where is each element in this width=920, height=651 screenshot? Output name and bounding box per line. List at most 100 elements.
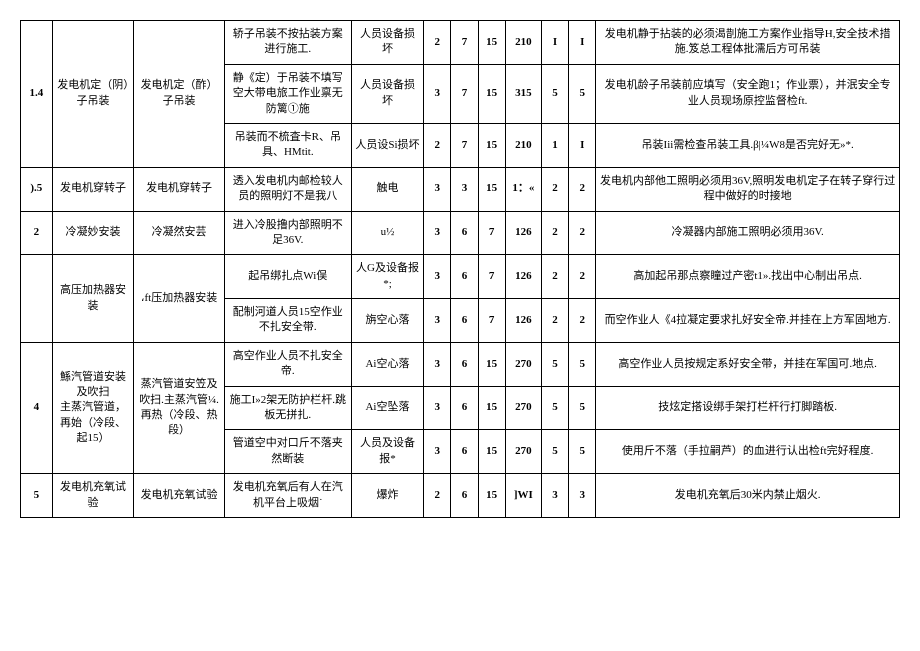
cell-n1: 3 [424,386,451,430]
cell-method: 发电机定（酢）子吊装 [134,21,225,168]
cell-n1: 3 [424,342,451,386]
cell-method: 冷凝然安芸 [134,211,225,255]
cell-n5: 5 [541,64,568,123]
cell-name: 冷凝妙安装 [52,211,134,255]
cell-num: 1.4 [21,21,53,168]
cell-n3: 15 [478,386,505,430]
cell-risk: 进入冷股撸内部照明不足36V. [224,211,351,255]
cell-name: 发电机穿转子 [52,167,134,211]
cell-n2: 7 [451,21,478,65]
cell-risk: 起吊绑扎点Wi俣 [224,255,351,299]
cell-n3: 15 [478,342,505,386]
table-row: 1.4发电机定（阴）子吊装发电机定（酢）子吊装轿子吊装不按拈装方案进行施工.人员… [21,21,900,65]
cell-risk: 施工I»2架无防护栏杆.跳板无拼扎. [224,386,351,430]
cell-n4: 126 [505,255,541,299]
cell-n3: 7 [478,255,505,299]
cell-n1: 3 [424,167,451,211]
cell-n5: I [541,21,568,65]
cell-n2: 3 [451,167,478,211]
cell-n5: 2 [541,255,568,299]
cell-n2: 6 [451,299,478,343]
cell-n2: 6 [451,255,478,299]
cell-risk: 发电机充氧后有人在汽机平台上吸烟˙ [224,474,351,518]
cell-n6: 2 [569,299,596,343]
cell-measure: 使用斤不落（手拉嗣芦）的血进行认出检ft完好程度. [596,430,900,474]
table-row: 4鯀汽管道安装及吹扫主蒸汽管道，再始（冷段、起15）蒸汽管道安笠及吹扫.主蒸汽管… [21,342,900,386]
cell-hazard: 人员设备损坏 [351,21,423,65]
cell-n2: 6 [451,474,478,518]
cell-measure: 发电机充氧后30米内禁止烟火. [596,474,900,518]
cell-method: 发电机穿转子 [134,167,225,211]
cell-measure: 技炫定搭设绑手架打栏杆行打脚踏板. [596,386,900,430]
cell-n1: 3 [424,255,451,299]
cell-n4: 210 [505,21,541,65]
cell-num: 2 [21,211,53,255]
cell-n2: 6 [451,430,478,474]
cell-method: ،ft压加热器安装 [134,255,225,343]
cell-n6: 2 [569,255,596,299]
cell-name: 发电机充氧试验 [52,474,134,518]
cell-name: 高压加热器安装 [52,255,134,343]
cell-hazard: 人员设备损坏 [351,64,423,123]
table-row: ).5发电机穿转子发电机穿转子透入发电机内邮检较人员的照明灯不是我八触电3315… [21,167,900,211]
cell-measure: 发电机静于拈装的必须渴剒施工方案作业指导H,安全技术措施.笈总工程体批濡后方可吊… [596,21,900,65]
cell-hazard: 触电 [351,167,423,211]
cell-measure: 吊装Iii需检查吊装工具.β|¼W8是否完好无»*. [596,123,900,167]
cell-n6: 5 [569,386,596,430]
cell-method: 蒸汽管道安笠及吹扫.主蒸汽管¼.再热（冷段、热段） [134,342,225,473]
cell-measure: 发电机内部他工照明必须用36V,照明发电机定子在转子穿行过程中做好的时接地 [596,167,900,211]
cell-hazard: 人员及设备报* [351,430,423,474]
cell-hazard: 人员设Si损坏 [351,123,423,167]
cell-n3: 15 [478,21,505,65]
cell-n5: 5 [541,430,568,474]
cell-n5: 2 [541,299,568,343]
cell-measure: 高空作业人员按规定系好安全带，并挂在军国可.地点. [596,342,900,386]
cell-measure: 冷凝器内部施工照明必须用36V. [596,211,900,255]
cell-n5: 1 [541,123,568,167]
cell-n2: 6 [451,386,478,430]
cell-n5: 5 [541,342,568,386]
cell-measure: 而空作业人《4拉凝定要求扎好安全帝.并挂在上方军固地方. [596,299,900,343]
risk-analysis-table: 1.4发电机定（阴）子吊装发电机定（酢）子吊装轿子吊装不按拈装方案进行施工.人员… [20,20,900,518]
cell-n6: 2 [569,211,596,255]
cell-measure: 高加起吊那点察瞳过产密t1».找出中心制出吊点. [596,255,900,299]
cell-measure: 发电机龄子吊装前应填写（安全跑1；作业票），并泯安全专业人员现场原控监督检ft. [596,64,900,123]
cell-n1: 3 [424,299,451,343]
cell-n6: 5 [569,342,596,386]
cell-risk: 管道空中对口斤不落夹然断装 [224,430,351,474]
cell-n6: I [569,21,596,65]
cell-n3: 7 [478,211,505,255]
cell-n1: 3 [424,211,451,255]
cell-name: 发电机定（阴）子吊装 [52,21,134,168]
cell-n3: 15 [478,167,505,211]
cell-method: 发电机充氧试验 [134,474,225,518]
cell-num: 5 [21,474,53,518]
cell-n3: 15 [478,430,505,474]
cell-risk: 配制河道人员15空作业不扎安全带. [224,299,351,343]
cell-num: ).5 [21,167,53,211]
cell-n1: 2 [424,474,451,518]
cell-n4: 270 [505,430,541,474]
cell-n6: 3 [569,474,596,518]
cell-num [21,255,53,343]
cell-n4: 210 [505,123,541,167]
cell-n3: 7 [478,299,505,343]
cell-n4: 126 [505,211,541,255]
cell-n4: 126 [505,299,541,343]
table-row: 高压加热器安装،ft压加热器安装起吊绑扎点Wi俣人G及设备报*;36712622… [21,255,900,299]
cell-risk: 高空作业人员不扎安全帝. [224,342,351,386]
cell-n4: 1：« [505,167,541,211]
cell-n4: 270 [505,386,541,430]
cell-n6: 2 [569,167,596,211]
cell-n5: 3 [541,474,568,518]
cell-n4: ]WI [505,474,541,518]
cell-hazard: Ai空坠落 [351,386,423,430]
cell-num: 4 [21,342,53,473]
cell-n5: 2 [541,167,568,211]
cell-n4: 315 [505,64,541,123]
cell-n2: 6 [451,211,478,255]
cell-hazard: 人G及设备报*; [351,255,423,299]
cell-name: 鯀汽管道安装及吹扫主蒸汽管道，再始（冷段、起15） [52,342,134,473]
cell-n6: 5 [569,64,596,123]
cell-hazard: Ai空心落 [351,342,423,386]
